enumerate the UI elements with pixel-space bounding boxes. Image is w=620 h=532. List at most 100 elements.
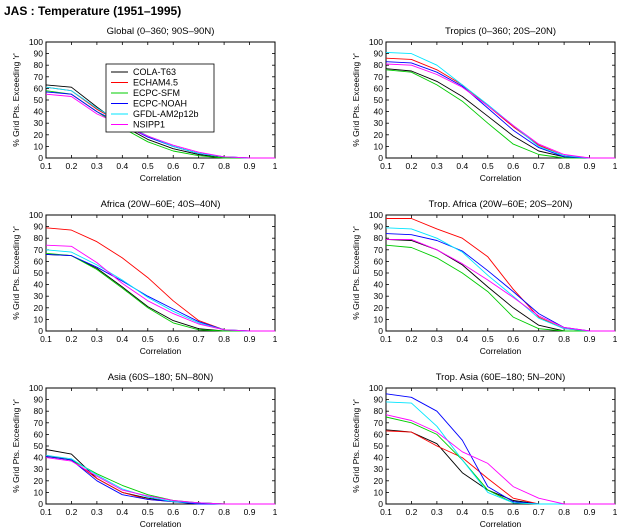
- x-tick-label: 1: [613, 507, 618, 517]
- x-tick-label: 0.8: [558, 334, 570, 344]
- legend-label: ECPC-NOAH: [133, 99, 187, 109]
- series-line-cola-t63: [45, 449, 275, 505]
- x-tick-label: 0.3: [431, 161, 443, 171]
- series-line-nsipp1: [45, 93, 275, 159]
- x-tick-label: 0.6: [167, 161, 179, 171]
- x-tick-label: 0.5: [142, 334, 154, 344]
- x-tick-label: 0.3: [91, 334, 103, 344]
- y-tick-label: 60: [374, 83, 384, 93]
- x-tick-label: 0.2: [406, 507, 418, 517]
- x-tick-label: 0.3: [431, 334, 443, 344]
- x-tick-label: 1: [273, 334, 278, 344]
- x-tick-label: 0.4: [116, 507, 128, 517]
- x-tick-label: 0.9: [244, 334, 256, 344]
- series-line-gfdl-am2p12b: [385, 51, 615, 159]
- series-line-ecpc-noah: [385, 61, 615, 159]
- x-tick-label: 1: [273, 161, 278, 171]
- x-tick-label: 0.3: [91, 507, 103, 517]
- series-line-ecpc-noah: [45, 253, 275, 332]
- x-axis-label: Correlation: [140, 519, 182, 529]
- y-tick-label: 50: [374, 95, 384, 105]
- x-tick-label: 0.7: [193, 507, 205, 517]
- y-tick-label: 90: [374, 49, 384, 59]
- y-axis-label: % Grid Pts. Exceeding 'r': [11, 226, 21, 320]
- series-line-echam4-5: [385, 57, 615, 159]
- series-line-nsipp1: [45, 457, 275, 505]
- x-tick-label: 0.1: [380, 161, 392, 171]
- panel-title: Asia (60S–180; 5N–80N): [108, 372, 214, 383]
- x-tick-label: 0.4: [456, 334, 468, 344]
- legend-label: NSIPP1: [133, 120, 165, 130]
- y-tick-label: 90: [34, 395, 44, 405]
- x-tick-label: 0.1: [380, 334, 392, 344]
- y-tick-label: 10: [374, 141, 384, 151]
- y-tick-label: 90: [34, 49, 44, 59]
- y-tick-label: 60: [34, 429, 44, 439]
- x-tick-label: 1: [273, 507, 278, 517]
- series-line-nsipp1: [385, 414, 615, 505]
- y-tick-label: 80: [34, 233, 44, 243]
- panel-title: Trop. Asia (60E–180; 5N–20N): [436, 372, 566, 383]
- series-line-nsipp1: [385, 63, 615, 159]
- x-tick-label: 0.5: [482, 334, 494, 344]
- y-tick-label: 100: [29, 210, 43, 220]
- x-tick-label: 0.2: [66, 334, 78, 344]
- series-line-nsipp1: [45, 244, 275, 332]
- y-axis-label: % Grid Pts. Exceeding 'r': [351, 53, 361, 147]
- x-tick-label: 0.2: [66, 161, 78, 171]
- series-line-cola-t63: [385, 68, 615, 159]
- y-tick-label: 10: [374, 487, 384, 497]
- y-tick-label: 20: [374, 130, 384, 140]
- x-tick-label: 0.8: [218, 334, 230, 344]
- y-tick-label: 80: [374, 60, 384, 70]
- y-tick-label: 30: [374, 118, 384, 128]
- x-tick-label: 0.5: [142, 161, 154, 171]
- y-tick-label: 70: [374, 418, 384, 428]
- y-tick-label: 90: [34, 222, 44, 232]
- x-tick-label: 0.7: [193, 334, 205, 344]
- x-tick-label: 0.6: [167, 507, 179, 517]
- x-tick-label: 0.1: [380, 507, 392, 517]
- legend-box: [105, 63, 215, 133]
- x-tick-label: 0.1: [40, 507, 52, 517]
- x-tick-label: 0.6: [507, 334, 519, 344]
- series-line-nsipp1: [386, 238, 615, 332]
- y-tick-label: 10: [34, 314, 44, 324]
- series-line-ecpc-sfm: [385, 244, 615, 332]
- x-axis-label: Correlation: [480, 173, 522, 183]
- y-tick-label: 100: [369, 210, 383, 220]
- x-tick-label: 0.8: [558, 507, 570, 517]
- y-tick-label: 20: [374, 476, 384, 486]
- x-axis-label: Correlation: [140, 346, 182, 356]
- y-tick-label: 50: [34, 268, 44, 278]
- panel-title: Global (0–360; 90S–90N): [107, 26, 215, 37]
- x-tick-label: 0.9: [584, 161, 596, 171]
- y-tick-label: 10: [34, 141, 44, 151]
- y-tick-label: 70: [34, 72, 44, 82]
- x-tick-label: 0.5: [142, 507, 154, 517]
- y-axis-label: % Grid Pts. Exceeding 'r': [11, 399, 21, 493]
- y-tick-label: 20: [34, 130, 44, 140]
- x-tick-label: 0.4: [116, 161, 128, 171]
- y-tick-label: 10: [34, 487, 44, 497]
- y-tick-label: 30: [374, 291, 384, 301]
- series-line-echam4-5: [385, 430, 615, 505]
- y-tick-label: 40: [34, 280, 44, 290]
- legend-label: ECHAM4.5: [133, 78, 178, 88]
- panel-title: Africa (20W–60E; 40S–40N): [101, 199, 221, 210]
- series-line-ecpc-sfm: [385, 69, 615, 159]
- x-tick-label: 0.8: [218, 161, 230, 171]
- legend: COLA-T63ECHAM4.5ECPC-SFMECPC-NOAHGFDL-AM…: [105, 63, 215, 133]
- y-tick-label: 90: [374, 395, 384, 405]
- x-tick-label: 0.4: [456, 161, 468, 171]
- y-tick-label: 40: [34, 107, 44, 117]
- y-tick-label: 30: [374, 464, 384, 474]
- y-axis-label: % Grid Pts. Exceeding 'r': [351, 226, 361, 320]
- legend-label: GFDL-AM2p12b: [133, 109, 199, 119]
- x-tick-label: 0.6: [507, 161, 519, 171]
